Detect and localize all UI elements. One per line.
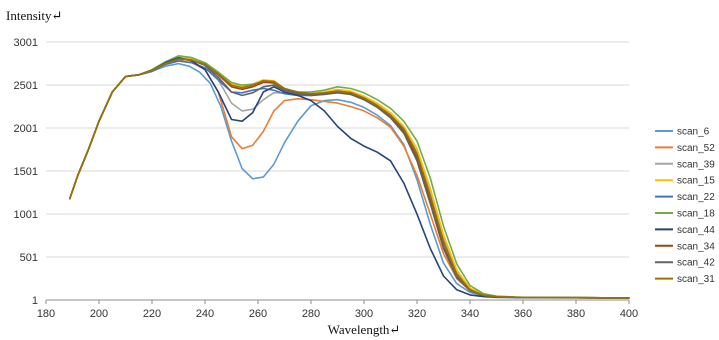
x-tick-label: 240 <box>196 308 214 320</box>
legend-label-scan_42: scan_42 <box>677 258 715 269</box>
legend-label-scan_44: scan_44 <box>677 225 715 236</box>
y-tick-label: 1001 <box>14 209 38 221</box>
x-tick-label: 380 <box>567 308 585 320</box>
x-tick-label: 260 <box>249 308 267 320</box>
legend: scan_6 scan_52 scan_39 scan_15 scan_22 scan_1… <box>655 127 715 285</box>
x-tick-label: 180 <box>37 308 55 320</box>
x-tick-label: 320 <box>408 308 426 320</box>
y-tick-label: 501 <box>20 252 38 264</box>
x-tick-label: 400 <box>620 308 638 320</box>
legend-label-scan_52: scan_52 <box>677 143 715 154</box>
x-axis-title: Wavelength↵ <box>328 322 401 337</box>
series-line-scan_52 <box>69 60 630 299</box>
series-line-scan_31 <box>69 58 630 299</box>
y-axis-title: Intensity↵ <box>6 8 62 23</box>
series-line-scan_22 <box>69 60 630 299</box>
x-tick-label: 200 <box>90 308 108 320</box>
y-tick-label: 3001 <box>14 37 38 49</box>
legend-label-scan_22: scan_22 <box>677 192 715 203</box>
x-tick-label: 340 <box>461 308 479 320</box>
y-tick-label: 2501 <box>14 80 38 92</box>
legend-label-scan_15: scan_15 <box>677 176 715 187</box>
gridlines <box>46 41 629 258</box>
x-tick-label: 220 <box>143 308 161 320</box>
x-tick-label: 360 <box>514 308 532 320</box>
x-tick-label: 280 <box>302 308 320 320</box>
series-line-scan_6 <box>69 62 630 299</box>
legend-label-scan_18: scan_18 <box>677 209 715 220</box>
y-tick-label: 1 <box>32 295 38 307</box>
legend-label-scan_31: scan_31 <box>677 274 715 285</box>
series-line-scan_42 <box>69 57 630 299</box>
series-lines <box>69 55 630 299</box>
legend-label-scan_6: scan_6 <box>677 127 710 138</box>
x-axis-ticks: 180 200 220 240 260 280 300 320 340 360 380 400 <box>37 300 638 320</box>
y-tick-label: 2001 <box>14 123 38 135</box>
legend-label-scan_39: scan_39 <box>677 159 715 170</box>
y-tick-label: 1501 <box>14 166 38 178</box>
legend-label-scan_34: scan_34 <box>677 241 715 252</box>
x-tick-label: 300 <box>355 308 373 320</box>
